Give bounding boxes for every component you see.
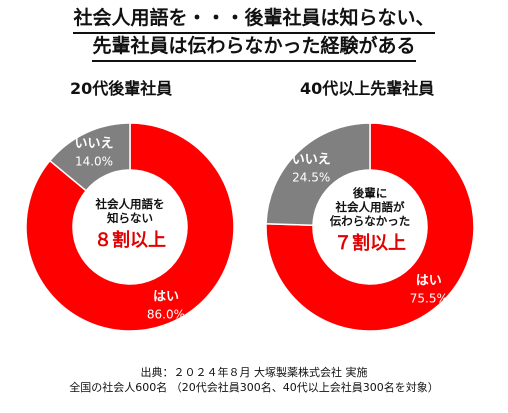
donut-40s-value-yes: 75.5%: [410, 292, 448, 306]
donut-20s-center-highlight: ８割以上: [94, 229, 166, 251]
donut-chart-20s: はい 86.0% いいえ 14.0% 社会人用語を 知らない ８割以上: [20, 102, 240, 356]
donut-20s-center-line-1: 社会人用語を: [95, 197, 165, 211]
donut-40s-center-highlight: ７割以上: [334, 232, 406, 254]
donut-40s-center-line-2: 社会人用語が: [335, 200, 405, 214]
donut-40s-slice-no: [265, 122, 371, 226]
sample-note: 全国の社会人600名 （20代会社員300名、40代以上会社員300名を対象）: [69, 381, 439, 394]
source-note: 出典：２０２４年８月 大塚製薬株式会社 実施: [140, 366, 368, 379]
donut-40s-label-yes: はい: [416, 274, 442, 289]
donut-20s-label-no: いいえ: [75, 137, 114, 152]
donut-40s-value-no: 24.5%: [292, 170, 330, 184]
title-line-1: 社会人用語を・・・後輩社員は知らない、: [73, 6, 435, 34]
donut-40s-center-line-3: 伝わらなかった: [330, 214, 411, 228]
donut-40s-label-no: いいえ: [292, 152, 331, 167]
donut-20s-label-yes: はい: [153, 289, 179, 304]
donut-20s-slice-no: [48, 122, 131, 192]
donut-40s-slice-yes: [265, 122, 475, 332]
donut-40s-center-line-1: 後輩に: [353, 186, 388, 200]
donut-20s-value-yes: 86.0%: [147, 307, 185, 321]
page-title: 社会人用語を・・・後輩社員は知らない、 先輩社員は伝わらなかった経験がある: [0, 6, 508, 62]
donut-20s-slice-yes: [25, 122, 235, 332]
donut-chart-40s: はい 75.5% いいえ 24.5% 後輩に 社会人用語が 伝わらなかった ７割以上: [260, 102, 480, 356]
title-line-2: 先輩社員は伝わらなかった経験がある: [92, 34, 416, 62]
donut-20s-center-line-2: 知らない: [106, 211, 153, 225]
chart-right-subtitle: 40代以上先輩社員: [300, 79, 435, 98]
donut-20s-value-no: 14.0%: [75, 155, 113, 169]
chart-left-subtitle: 20代後輩社員: [70, 79, 173, 98]
